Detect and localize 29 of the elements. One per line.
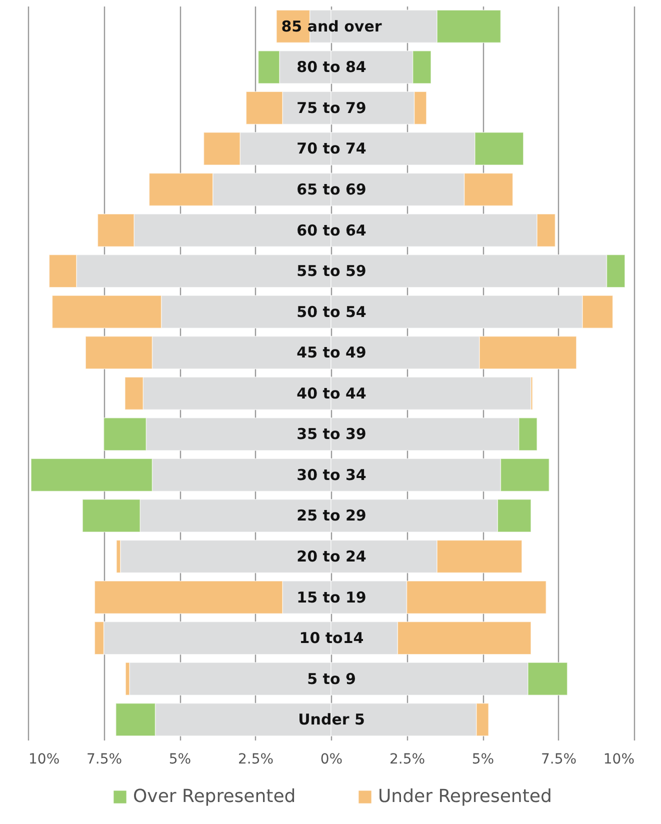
- y-tick-label: 40 to 44: [296, 384, 366, 402]
- x-tick-label: 7.5%: [540, 752, 577, 768]
- y-tick-label: 45 to 49: [296, 344, 366, 362]
- y-tick-label: 30 to 34: [296, 466, 366, 484]
- y-tick-label: 55 to 59: [296, 262, 366, 280]
- y-tick-label: 20 to 24: [296, 548, 366, 566]
- y-tick-label: Under 5: [298, 710, 365, 729]
- y-tick-label: 15 to 19: [296, 588, 366, 606]
- x-tick-label: 10%: [603, 752, 634, 768]
- y-tick-label: 35 to 39: [296, 425, 366, 444]
- legend-label: Under Represented: [378, 786, 552, 807]
- x-tick-label: 5%: [168, 752, 192, 768]
- x-tick-label: 0%: [320, 752, 343, 768]
- x-tick-label: 10%: [28, 752, 60, 768]
- x-tick-label: 5%: [472, 752, 494, 768]
- legend-label: Over Represented: [133, 786, 296, 807]
- y-tick-label: 50 to 54: [296, 302, 366, 321]
- x-tick-label: 2.5%: [389, 752, 426, 768]
- y-tick-label: 80 to 84: [296, 58, 366, 76]
- y-tick-label: 10 to14: [299, 629, 364, 648]
- y-tick-label: 75 to 79: [296, 98, 366, 117]
- y-tick-label: 70 to 74: [296, 140, 366, 158]
- y-tick-label: 25 to 29: [296, 506, 366, 525]
- y-tick-label: 85 and over: [281, 17, 382, 36]
- x-tick-label: 7.5%: [86, 752, 122, 768]
- y-tick-label: 5 to 9: [307, 670, 356, 688]
- x-tick-label: 2.5%: [238, 752, 274, 768]
- y-tick-label: 65 to 69: [296, 180, 366, 198]
- y-tick-label: 60 to 64: [296, 221, 366, 240]
